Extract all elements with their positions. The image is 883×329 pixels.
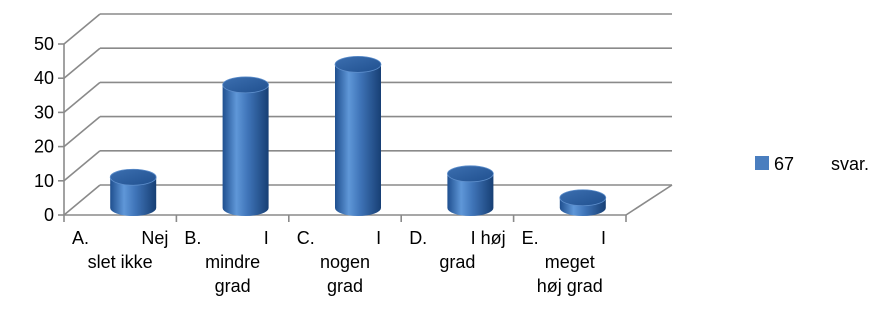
category-label-line: D. [409,228,427,248]
bar [109,168,157,216]
y-tick-label: 10 [34,171,54,191]
gridline-side [63,115,101,148]
category-label-line: meget [545,252,595,272]
category-label: D. I høj grad [409,228,505,272]
gridline-side [63,184,101,216]
category-label-line: slet ikke [88,252,153,272]
category-label-line: grad [215,276,251,296]
y-tick-label: 20 [34,137,54,157]
gridline-side [63,150,101,182]
category-label-line: I høj [471,228,506,248]
gridline-side [63,81,101,114]
gridlines [63,13,672,216]
bar-body [222,84,269,216]
category-label-line: B. [184,228,201,248]
legend-label-unit: svar. [831,154,869,174]
category-label-line: nogen [320,252,370,272]
y-tick-label: 50 [34,34,54,54]
category-label-line: I [376,228,381,248]
bar-top [222,76,270,94]
bars [109,55,607,216]
category-label-line: grad [439,252,475,272]
y-tick-label: 0 [44,205,54,225]
legend-swatch [755,156,769,170]
category-label-line: C. [297,228,315,248]
category-label-line: høj grad [537,276,603,296]
y-tick-labels: 0 10 20 30 40 50 [34,34,64,225]
bar-body [335,64,381,216]
category-label-line: A. [72,228,89,248]
y-tick-label: 30 [34,102,54,122]
bar [559,189,607,216]
category-label-line: grad [327,276,363,296]
bar-top [446,165,494,183]
bar-top [109,168,157,186]
bar-top [559,189,607,207]
legend: 67 svar. [755,154,869,174]
bar [334,55,382,216]
category-label-line: E. [522,228,539,248]
legend-label-count: 67 [774,154,794,174]
bar-top [334,55,382,73]
y-tick-label: 40 [34,68,54,88]
floor-right-edge [625,184,673,216]
axes [63,44,673,222]
gridline-side [63,47,101,79]
bar-body [110,177,157,216]
category-label-line: mindre [205,252,260,272]
bar [222,76,270,216]
category-label-line: Nej [141,228,168,248]
gridline-side [63,13,101,45]
category-label-line: I [264,228,269,248]
category-label-line: I [601,228,606,248]
category-label: A. Nej slet ikke [72,228,168,272]
bar [446,165,494,216]
bar-body [447,173,494,216]
